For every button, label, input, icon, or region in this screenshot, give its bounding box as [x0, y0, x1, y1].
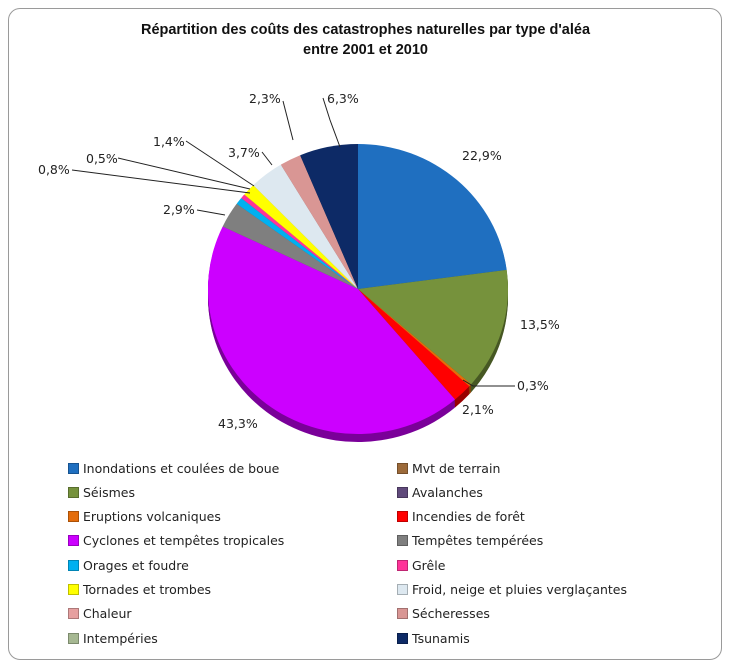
data-label: 3,7%: [228, 145, 260, 160]
data-label: 2,3%: [249, 91, 281, 106]
legend-label: Séismes: [83, 484, 135, 500]
legend-swatch: [397, 462, 408, 474]
leader-line: [196, 209, 226, 216]
data-label: 6,3%: [327, 91, 359, 106]
legend-swatch: [397, 608, 408, 620]
leader-line: [185, 140, 255, 187]
legend-swatch: [397, 535, 408, 547]
legend-label: Chaleur: [83, 606, 132, 622]
leader-line: [117, 157, 251, 190]
legend-swatch: [68, 486, 79, 498]
legend-item: Tsunamis: [397, 629, 470, 647]
legend-item: Séismes: [68, 483, 135, 501]
legend-label: Sécheresses: [412, 606, 490, 622]
pie-slice-10: [244, 185, 358, 289]
chart-title-line1: Répartition des coûts des catastrophes n…: [140, 22, 591, 38]
data-label: 2,1%: [462, 402, 494, 417]
legend-item: Froid, neige et pluies verglaçantes: [397, 581, 627, 599]
data-label: 0,8%: [38, 162, 70, 177]
legend-swatch: [397, 584, 408, 595]
chart-title-line2: entre 2001 et 2010: [303, 42, 428, 58]
pie-slice-13: [280, 155, 358, 289]
data-label: 43,3%: [218, 416, 258, 431]
legend-label: Tornades et trombes: [83, 582, 212, 597]
legend-item: Grêle: [397, 556, 445, 574]
legend-label: Intempéries: [83, 630, 158, 646]
pie-slice-0: [358, 144, 507, 289]
data-label: 1,4%: [153, 134, 185, 149]
legend-item: Incendies de forêt: [397, 508, 525, 526]
legend-label: Tsunamis: [412, 630, 470, 646]
pie-slice-2: [358, 269, 508, 385]
data-label: 2,9%: [163, 202, 195, 217]
legend-label: Mvt de terrain: [412, 460, 501, 476]
legend-item: Chaleur: [68, 605, 132, 623]
legend-swatch: [68, 511, 79, 523]
leader-line: [322, 97, 341, 148]
legend-item: Intempéries: [68, 629, 158, 647]
leader-line: [282, 100, 294, 141]
legend-item: Inondations et coulées de boue: [68, 459, 279, 477]
data-label: 22,9%: [462, 148, 502, 163]
data-label: 0,3%: [517, 378, 549, 393]
pie-slice-7: [222, 203, 358, 289]
legend-label: Froid, neige et pluies verglaçantes: [412, 582, 628, 597]
pie-slice-6: [207, 226, 456, 435]
legend-swatch: [397, 511, 408, 523]
legend-item: Eruptions volcaniques: [68, 508, 221, 526]
pie-slice-11: [253, 164, 358, 289]
pie-slice-8: [236, 197, 358, 289]
legend-label: Eruptions volcaniques: [83, 509, 221, 525]
legend-item: Tornades et trombes: [68, 581, 211, 599]
chart-frame: [8, 8, 722, 660]
legend-swatch: [397, 559, 408, 571]
legend-swatch: [397, 632, 408, 644]
legend-item: Sécheresses: [397, 605, 490, 623]
pie-slice-9: [241, 194, 358, 289]
legend-item: Orages et foudre: [68, 556, 189, 574]
legend-swatch: [397, 486, 408, 498]
legend-swatch: [68, 632, 79, 644]
legend-label: Tempêtes tempérées: [412, 533, 544, 549]
legend-label: Incendies de forêt: [412, 509, 525, 525]
data-label: 13,5%: [520, 317, 560, 332]
leader-line: [71, 169, 251, 194]
legend-item: Mvt de terrain: [397, 459, 500, 477]
legend-label: Cyclones et tempêtes tropicales: [83, 533, 285, 549]
leader-line: [261, 151, 273, 166]
legend-swatch: [68, 559, 79, 571]
legend-swatch: [68, 608, 79, 620]
legend-item: Cyclones et tempêtes tropicales: [68, 532, 284, 550]
pie-slice-15: [300, 144, 358, 289]
legend-swatch: [68, 535, 79, 547]
data-label: 0,5%: [86, 151, 118, 166]
legend-label: Inondations et coulées de boue: [83, 460, 280, 476]
legend-label: Orages et foudre: [83, 557, 189, 573]
legend-swatch: [68, 462, 79, 474]
pie-slice-4: [358, 289, 472, 387]
pie-slice-5: [358, 289, 470, 400]
legend-item: Avalanches: [397, 483, 483, 501]
legend-label: Grêle: [412, 557, 446, 573]
legend-item: Tempêtes tempérées: [397, 532, 543, 550]
leader-line: [462, 379, 515, 387]
legend-label: Avalanches: [412, 484, 483, 500]
legend-swatch: [68, 584, 79, 595]
